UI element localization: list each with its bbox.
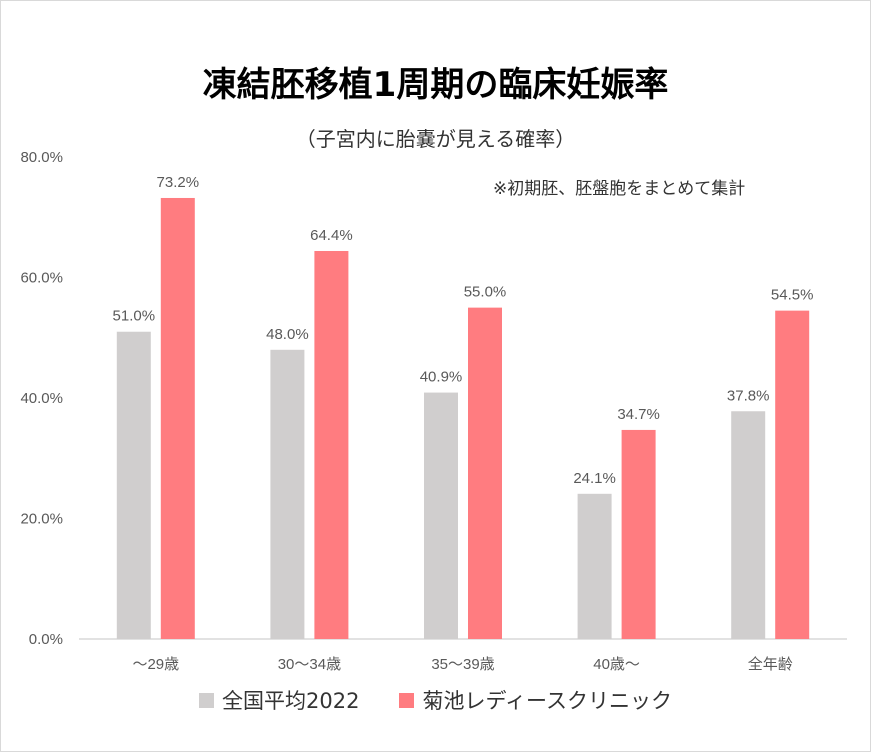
data-label: 54.5% (771, 287, 814, 304)
legend-swatch-national (199, 692, 215, 708)
legend-label-clinic: 菊池レディースクリニック (422, 689, 672, 713)
bar (621, 429, 656, 639)
data-label: 48.0% (266, 326, 309, 343)
data-label: 34.7% (617, 406, 660, 423)
y-tick-label: 60.0% (20, 270, 63, 287)
bar (116, 331, 151, 639)
bar (424, 392, 458, 639)
x-tick-label: 全年齢 (748, 655, 793, 673)
chart-note: ※初期胚、胚盤胞をまとめて集計 (493, 179, 746, 199)
bar (731, 411, 766, 639)
data-label: 51.0% (113, 308, 156, 325)
x-tick-label: 30～34歳 (278, 656, 341, 673)
x-tick-label: 40歳～ (593, 656, 640, 673)
chart-title: 凍結胚移植1周期の臨床妊娠率 (202, 65, 669, 105)
data-label: 64.4% (310, 227, 353, 244)
x-tick-label: 35～39歳 (431, 656, 494, 673)
data-label: 24.1% (573, 470, 616, 487)
y-tick-label: 40.0% (20, 390, 63, 407)
y-tick-label: 20.0% (20, 511, 63, 528)
bar (577, 493, 612, 639)
legend-swatch-clinic (399, 692, 415, 708)
chart-legend: 全国平均2022 菊池レディースクリニック (1, 685, 870, 715)
legend-item-clinic: 菊池レディースクリニック (399, 685, 672, 715)
legend-item-national: 全国平均2022 (199, 685, 359, 715)
bar (775, 310, 810, 639)
data-label: 37.8% (727, 387, 770, 404)
data-label: 40.9% (420, 369, 463, 386)
x-tick-label: ～29歳 (132, 656, 179, 673)
bar (314, 250, 349, 640)
bar (270, 349, 305, 639)
data-label: 55.0% (464, 284, 507, 301)
bar (160, 197, 195, 639)
chart-subtitle: （子宮内に胎嚢が見える確率） (295, 127, 576, 151)
bar (468, 307, 502, 639)
y-tick-label: 80.0% (20, 149, 63, 166)
y-tick-label: 0.0% (29, 631, 63, 648)
legend-label-national: 全国平均2022 (222, 689, 360, 713)
data-label: 73.2% (157, 174, 200, 191)
